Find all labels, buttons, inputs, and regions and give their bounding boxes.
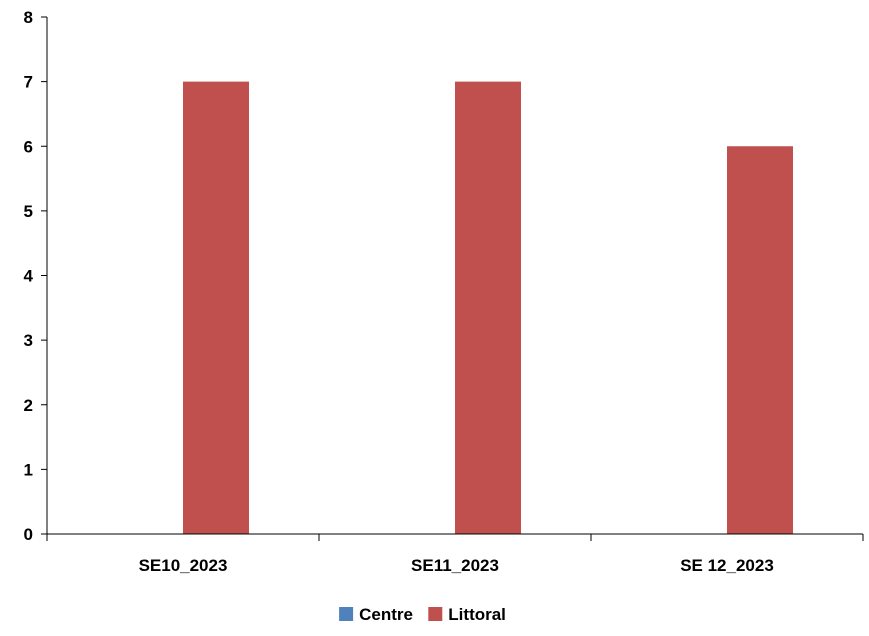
bar-littoral-0 [183,81,249,534]
y-tick-label: 8 [24,8,33,27]
y-tick-label: 3 [24,331,33,350]
legend-label-littoral: Littoral [448,605,506,624]
x-tick-label: SE10_2023 [139,556,228,575]
x-tick-label: SE 12_2023 [680,556,774,575]
bars-layer [183,81,793,534]
y-tick-label: 5 [24,202,33,221]
y-tick-label: 0 [24,525,33,544]
legend-swatch-littoral [428,607,443,621]
bar-littoral-2 [727,146,793,534]
legend: Centre Littoral [339,605,506,624]
y-axis-ticks: 0 1 2 3 4 5 6 7 8 [24,8,47,544]
bar-littoral-1 [455,81,521,534]
y-tick-label: 1 [24,460,33,479]
y-tick-label: 4 [24,267,34,286]
y-tick-label: 7 [24,73,33,92]
y-tick-label: 2 [24,396,33,415]
x-tick-label: SE11_2023 [411,556,499,575]
y-tick-label: 6 [24,137,33,156]
legend-swatch-centre [339,607,354,621]
x-axis-ticks: SE10_2023 SE11_2023 SE 12_2023 [46,534,864,575]
legend-label-centre: Centre [359,605,413,624]
